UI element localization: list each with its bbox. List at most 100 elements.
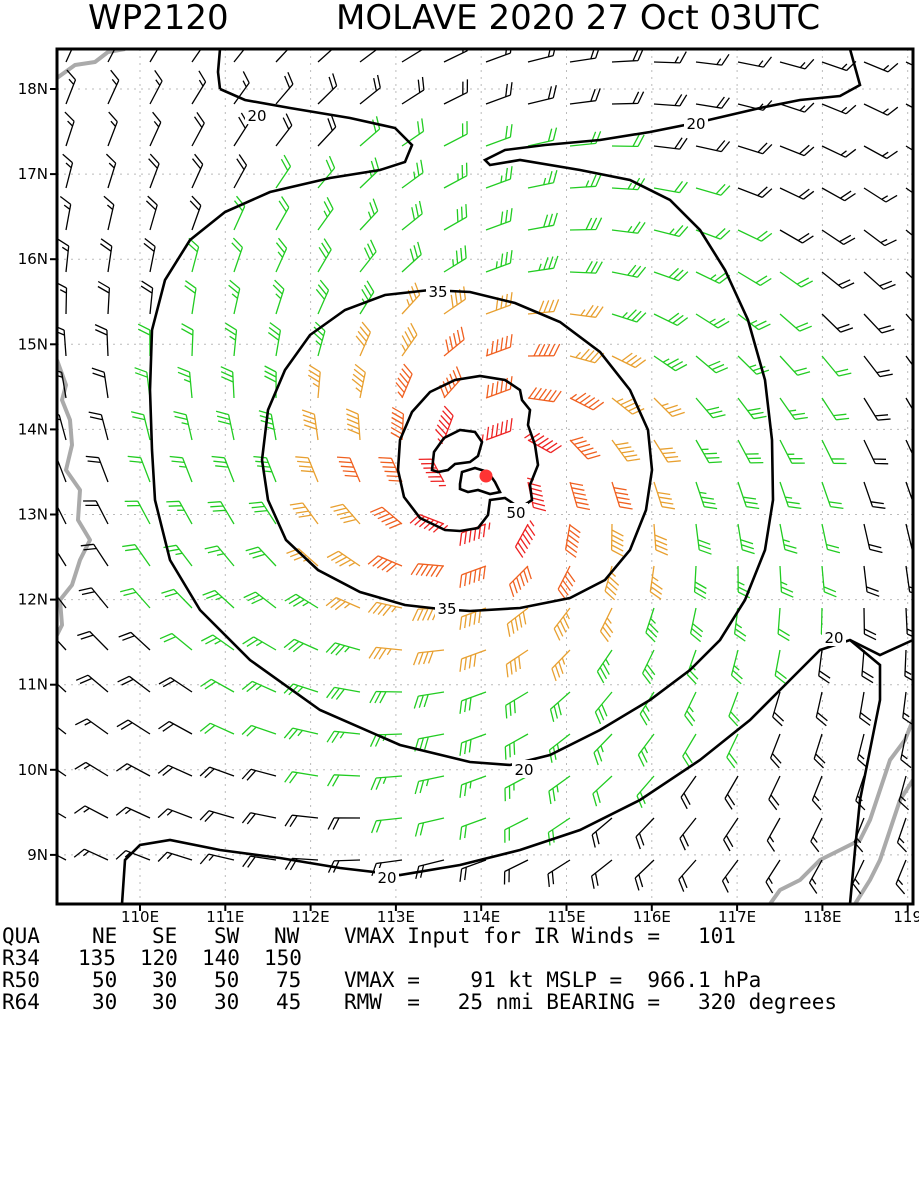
- longitude-labels: 110E 111E 112E 113E 114E 115E 116E 117E 118E 119: [121, 908, 919, 926]
- wind-barb: [401, 241, 422, 273]
- wind-barb: [107, 69, 120, 105]
- wind-barb: [215, 410, 235, 441]
- lat-label: 13N: [18, 506, 48, 524]
- wind-barb: [813, 733, 826, 769]
- wind-barb: [275, 71, 294, 105]
- cell-ne: 30: [92, 990, 118, 1014]
- wind-barb: [863, 481, 886, 509]
- header-se: SE: [152, 924, 178, 948]
- wind-barb: [355, 321, 371, 357]
- contour-label-35-bottom: 35: [437, 600, 456, 618]
- wind-barb: [863, 187, 898, 203]
- wind-barb: [653, 481, 676, 510]
- wind-barb: [359, 198, 379, 231]
- wind-barb: [57, 504, 67, 525]
- wind-barb: [569, 260, 603, 274]
- wind-barb: [459, 775, 487, 798]
- wind-barb: [264, 365, 277, 399]
- wind-barb: [149, 70, 163, 105]
- wind-barb: [57, 282, 68, 315]
- wind-barb: [202, 589, 235, 609]
- wind-barb: [248, 501, 277, 525]
- wind-barb: [769, 733, 782, 769]
- wind-barb: [122, 544, 151, 567]
- wind-barb: [821, 481, 844, 510]
- wind-barb: [369, 506, 403, 529]
- wind-barb: [821, 565, 837, 598]
- wind-barb: [62, 153, 74, 189]
- wind-barb: [590, 859, 613, 889]
- wind-barb: [737, 439, 764, 464]
- wind-barb: [459, 565, 487, 588]
- wind-barb: [863, 523, 883, 554]
- wind-barb: [504, 817, 529, 843]
- cell-se: 30: [152, 968, 178, 992]
- wind-barb: [821, 271, 855, 289]
- contour-label-20-outer-mid: 20: [514, 761, 533, 779]
- wind-barb: [611, 309, 647, 323]
- wind-barb: [682, 733, 697, 768]
- wind-barb: [200, 634, 235, 651]
- wind-barb: [127, 455, 151, 483]
- wind-barb: [204, 545, 235, 567]
- wind-barb: [653, 439, 681, 463]
- wind-barb: [774, 649, 787, 685]
- storm-description: MOLAVE 2020 27 Oct 03UTC: [336, 0, 821, 38]
- wind-barb: [821, 397, 850, 421]
- contour-20-outer: [148, 49, 862, 767]
- wind-barb: [390, 406, 405, 441]
- label-bg-20-e: [512, 760, 536, 778]
- wind-barb: [634, 859, 655, 891]
- wind-barb: [686, 649, 699, 685]
- wind-barb: [65, 69, 77, 105]
- contour-35: [260, 288, 654, 613]
- wind-barb: [858, 691, 872, 726]
- wind-barb: [527, 255, 559, 273]
- storm-center-marker: [479, 469, 493, 483]
- wind-barb: [200, 678, 235, 693]
- wind-barb: [481, 418, 513, 442]
- wind-barb: [553, 607, 571, 641]
- wind-barb: [653, 312, 689, 326]
- contour-20-bottom-right: [120, 638, 913, 904]
- wind-barb: [653, 51, 687, 64]
- wind-barb: [211, 455, 235, 483]
- wind-barb: [599, 607, 614, 643]
- wind-barb: [181, 323, 194, 357]
- table-header-row: QUA NE SE SW NW VMAX Input for IR Winds …: [0, 924, 736, 948]
- wind-barb: [97, 280, 111, 315]
- contour-20-top-left: [216, 49, 222, 90]
- wind-barb: [895, 859, 907, 895]
- wind-barb: [821, 313, 854, 333]
- lon-label: 114E: [462, 908, 500, 926]
- wind-barb: [241, 680, 277, 693]
- wind-barb: [163, 544, 193, 567]
- wind-barb: [367, 555, 403, 573]
- wind-barb: [173, 410, 193, 441]
- wind-barb: [635, 817, 655, 850]
- contour-label-35-top: 35: [428, 283, 447, 301]
- wind-barb: [653, 397, 685, 418]
- wind-barb: [779, 58, 815, 70]
- wind-barb: [821, 145, 857, 158]
- wind-barb: [737, 523, 755, 555]
- wind-barb: [527, 170, 558, 189]
- wind-barb: [863, 229, 897, 247]
- wind-barb: [78, 587, 109, 609]
- wind-barb: [74, 805, 109, 819]
- lon-label: 113E: [377, 908, 415, 926]
- wind-barb: [593, 733, 613, 766]
- wind-barb: [351, 363, 366, 399]
- wind-barb: [166, 500, 193, 525]
- wind-barb: [596, 649, 613, 684]
- wind-barb: [83, 500, 109, 525]
- wind-barb: [57, 550, 67, 567]
- cell-sw: 50: [214, 968, 240, 992]
- wind-barb: [653, 355, 688, 372]
- wind-barb: [317, 197, 334, 231]
- wind-barb: [107, 111, 118, 147]
- wind-barb: [283, 727, 319, 740]
- wind-barb: [905, 187, 913, 194]
- wind-barb: [414, 775, 445, 795]
- contour-64-b: [458, 466, 502, 496]
